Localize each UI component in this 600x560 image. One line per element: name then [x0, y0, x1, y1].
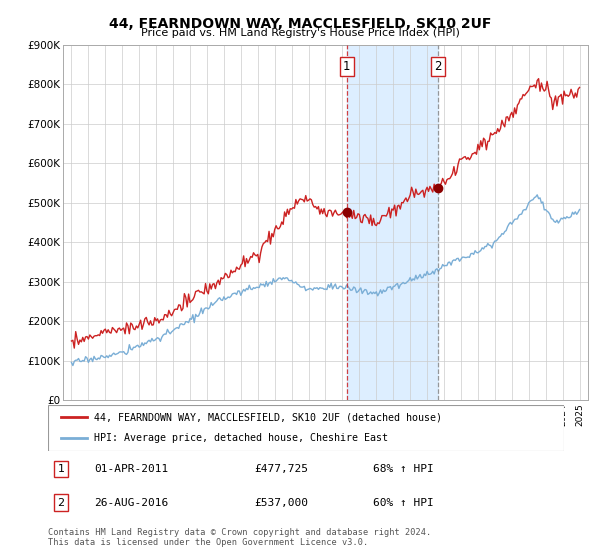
Text: HPI: Average price, detached house, Cheshire East: HPI: Average price, detached house, Ches… — [94, 433, 388, 444]
Text: 01-APR-2011: 01-APR-2011 — [94, 464, 169, 474]
Text: £477,725: £477,725 — [254, 464, 308, 474]
Text: 44, FEARNDOWN WAY, MACCLESFIELD, SK10 2UF: 44, FEARNDOWN WAY, MACCLESFIELD, SK10 2U… — [109, 17, 491, 31]
Text: 44, FEARNDOWN WAY, MACCLESFIELD, SK10 2UF (detached house): 44, FEARNDOWN WAY, MACCLESFIELD, SK10 2U… — [94, 412, 442, 422]
Text: 2: 2 — [58, 498, 64, 507]
Text: 1: 1 — [58, 464, 64, 474]
Bar — [347, 45, 438, 400]
Text: Price paid vs. HM Land Registry's House Price Index (HPI): Price paid vs. HM Land Registry's House … — [140, 28, 460, 38]
Text: Contains HM Land Registry data © Crown copyright and database right 2024.
This d: Contains HM Land Registry data © Crown c… — [48, 528, 431, 547]
Text: £537,000: £537,000 — [254, 498, 308, 507]
Text: 1: 1 — [343, 60, 350, 73]
Text: 60% ↑ HPI: 60% ↑ HPI — [373, 498, 434, 507]
Text: 26-AUG-2016: 26-AUG-2016 — [94, 498, 169, 507]
Text: 2: 2 — [434, 60, 442, 73]
Text: 68% ↑ HPI: 68% ↑ HPI — [373, 464, 434, 474]
